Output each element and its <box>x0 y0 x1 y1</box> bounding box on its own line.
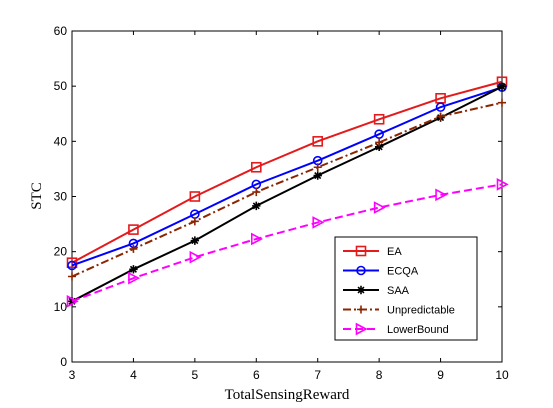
y-tick-label: 60 <box>54 24 68 38</box>
legend-marker <box>355 322 368 336</box>
series-line <box>71 85 503 303</box>
data-point <box>375 138 384 147</box>
data-point <box>435 188 448 202</box>
data-point <box>496 178 509 191</box>
axis-ticks: 3 4 5 6 7 8 9 10 0 10 20 30 40 50 60 <box>54 24 509 382</box>
x-tick-label: 8 <box>376 368 383 382</box>
data-point <box>436 112 445 121</box>
legend-marker <box>355 245 367 257</box>
data-point <box>373 201 386 214</box>
legend-marker <box>356 285 366 295</box>
x-tick-label: 10 <box>495 368 509 382</box>
y-axis-label: STC <box>29 182 45 210</box>
data-point <box>374 129 384 139</box>
legend-item: ECQA <box>343 266 419 278</box>
data-point <box>497 82 507 91</box>
x-tick-label: 4 <box>130 368 137 382</box>
x-tick-label: 7 <box>314 368 321 382</box>
legend-marker <box>356 265 366 276</box>
legend-item: EA <box>343 245 402 258</box>
data-point <box>435 102 446 112</box>
data-point <box>67 297 77 306</box>
data-point <box>312 136 324 147</box>
data-point <box>66 257 78 269</box>
legend-item: Unpredictable <box>343 305 455 317</box>
y-tick-label: 50 <box>54 79 68 93</box>
legend-label: LowerBound <box>387 324 449 336</box>
data-point <box>129 265 138 274</box>
legend: EA ECQA SAA Unpredictable LowerBound <box>334 236 478 341</box>
x-axis-label: TotalSensingReward <box>225 387 350 403</box>
y-tick-label: 40 <box>54 134 68 148</box>
data-point <box>128 224 139 235</box>
data-point <box>498 98 506 107</box>
series-unpredictable <box>68 98 506 281</box>
y-tick-label: 10 <box>54 300 68 314</box>
data-point <box>190 217 199 226</box>
data-point <box>374 142 384 152</box>
data-point <box>252 201 261 211</box>
series-line <box>71 86 503 267</box>
y-tick-label: 0 <box>60 355 67 369</box>
series-layer <box>66 76 509 308</box>
series-lowerbound <box>66 178 509 308</box>
data-point <box>68 272 76 281</box>
x-tick-label: 9 <box>437 368 444 382</box>
legend-label: EA <box>387 246 402 258</box>
data-point <box>189 191 201 202</box>
data-point <box>129 244 138 253</box>
data-point <box>313 163 322 172</box>
data-point <box>312 216 325 229</box>
x-tick-label: 3 <box>69 368 76 382</box>
series-line <box>71 80 503 264</box>
y-tick-label: 20 <box>54 245 68 259</box>
legend-label: SAA <box>387 285 410 297</box>
data-point <box>250 161 262 173</box>
data-point <box>67 260 77 271</box>
series-line <box>71 183 503 303</box>
data-point <box>252 188 261 197</box>
data-point <box>190 236 200 245</box>
legend-item: LowerBound <box>343 322 449 336</box>
data-point <box>250 232 264 246</box>
series-saa <box>67 82 507 306</box>
data-point <box>66 294 79 308</box>
data-point <box>313 171 322 180</box>
x-tick-label: 6 <box>253 368 260 382</box>
legend-marker <box>357 305 365 314</box>
series-line <box>71 101 503 278</box>
y-tick-label: 30 <box>54 190 68 204</box>
legend-label: ECQA <box>387 266 419 278</box>
legend-item: SAA <box>343 285 410 297</box>
data-point <box>128 271 141 285</box>
data-point <box>189 250 202 264</box>
legend-label: Unpredictable <box>387 305 455 317</box>
data-point <box>373 113 385 125</box>
x-tick-label: 5 <box>192 368 199 382</box>
